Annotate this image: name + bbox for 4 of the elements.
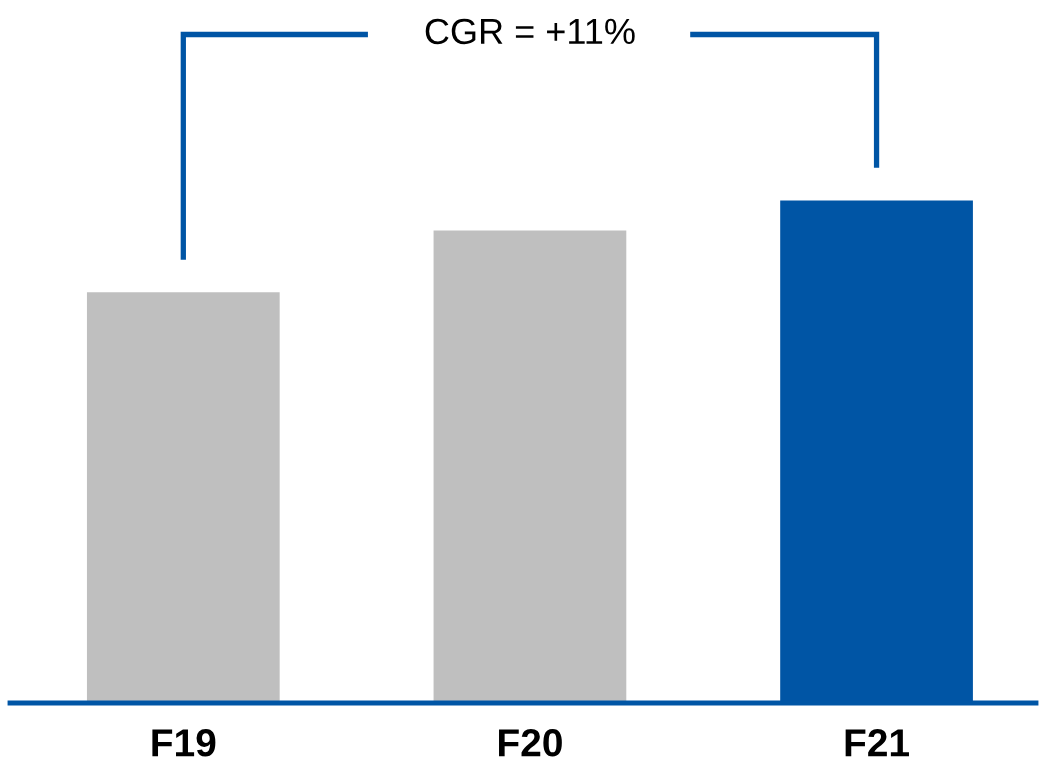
text: CGR = +11%	[425, 18, 635, 45]
x-tick-label: F19	[152, 729, 216, 757]
x-tick-label: F21	[845, 729, 909, 757]
x-tick-label: F20	[499, 729, 562, 757]
